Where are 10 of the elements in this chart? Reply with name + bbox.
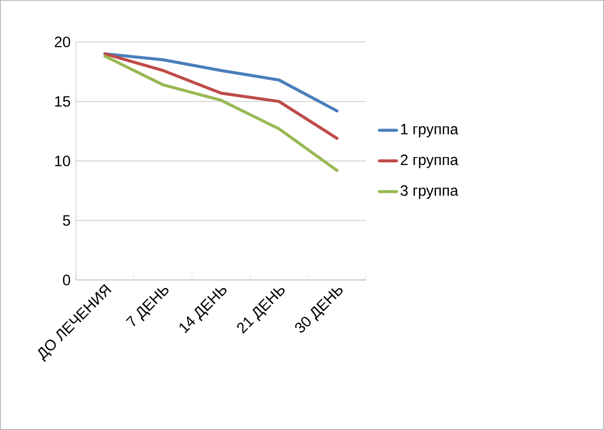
legend-label: 3 группа bbox=[400, 185, 458, 199]
y-tick-label: 5 bbox=[62, 215, 70, 226]
legend-label: 2 группа bbox=[400, 154, 458, 168]
legend-label: 1 группа bbox=[401, 124, 458, 138]
line-series bbox=[103, 54, 339, 172]
y-tick-label: 10 bbox=[55, 156, 70, 166]
y-tick-label: 20 bbox=[54, 36, 70, 48]
y-tick-label: 15 bbox=[55, 96, 70, 107]
line-series bbox=[103, 52, 339, 140]
y-tick-label: 0 bbox=[62, 274, 70, 286]
